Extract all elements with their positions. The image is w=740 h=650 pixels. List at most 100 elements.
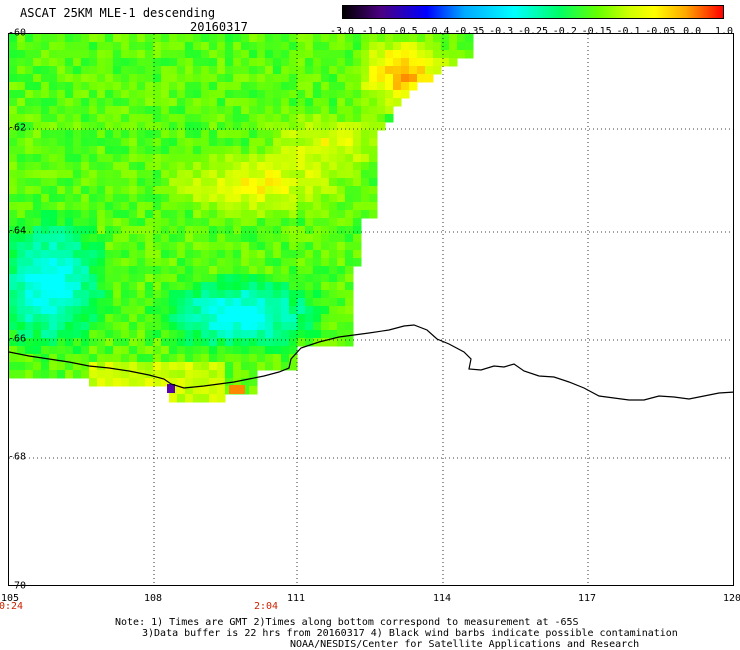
- wind-cell: [217, 58, 226, 67]
- wind-cell: [281, 250, 290, 259]
- wind-cell: [233, 186, 242, 195]
- wind-cell: [65, 330, 74, 339]
- wind-cell: [73, 226, 82, 235]
- wind-cell: [193, 58, 202, 67]
- wind-cell: [81, 146, 90, 155]
- wind-cell: [201, 146, 210, 155]
- wind-cell: [249, 378, 258, 387]
- wind-cell: [393, 98, 402, 107]
- wind-cell: [201, 242, 210, 251]
- wind-cell: [65, 306, 74, 315]
- wind-cell: [49, 34, 58, 43]
- wind-cell: [129, 314, 138, 323]
- wind-cell: [105, 42, 114, 51]
- wind-cell: [225, 306, 234, 315]
- wind-cell: [9, 146, 18, 155]
- wind-cell: [153, 42, 162, 51]
- wind-cell: [193, 298, 202, 307]
- wind-cell: [153, 154, 162, 163]
- wind-cell: [169, 226, 178, 235]
- wind-cell: [193, 394, 202, 403]
- wind-cell: [177, 202, 186, 211]
- wind-cell: [49, 74, 58, 83]
- wind-cell: [385, 74, 394, 83]
- wind-cell: [137, 242, 146, 251]
- wind-cell: [33, 258, 42, 267]
- wind-cell: [41, 122, 50, 131]
- wind-cell: [105, 330, 114, 339]
- wind-cell: [217, 218, 226, 227]
- wind-cell: [225, 266, 234, 275]
- wind-cell: [193, 90, 202, 99]
- wind-cell: [385, 58, 394, 67]
- wind-cell: [97, 106, 106, 115]
- wind-cell: [97, 66, 106, 75]
- wind-cell: [9, 66, 18, 75]
- wind-cell: [225, 330, 234, 339]
- wind-cell: [225, 314, 234, 323]
- wind-cell: [177, 314, 186, 323]
- wind-cell: [337, 122, 346, 131]
- wind-cell: [369, 162, 378, 171]
- wind-cell: [145, 242, 154, 251]
- wind-cell: [9, 234, 18, 243]
- wind-cell: [81, 218, 90, 227]
- wind-cell: [177, 378, 186, 387]
- wind-cell: [97, 122, 106, 131]
- wind-cell: [177, 322, 186, 331]
- wind-cell: [161, 234, 170, 243]
- wind-cell: [89, 154, 98, 163]
- wind-cell: [169, 90, 178, 99]
- wind-cell: [249, 306, 258, 315]
- wind-cell: [9, 186, 18, 195]
- wind-cell: [313, 210, 322, 219]
- wind-cell: [321, 186, 330, 195]
- wind-cell: [305, 250, 314, 259]
- wind-cell: [265, 322, 274, 331]
- wind-cell: [233, 338, 242, 347]
- wind-cell: [337, 178, 346, 187]
- wind-cell: [153, 82, 162, 91]
- wind-cell: [89, 34, 98, 43]
- wind-cell: [65, 66, 74, 75]
- wind-cell: [49, 226, 58, 235]
- wind-cell: [353, 138, 362, 147]
- wind-cell: [281, 362, 290, 371]
- wind-cell: [97, 250, 106, 259]
- wind-cell: [321, 130, 330, 139]
- wind-cell: [345, 298, 354, 307]
- wind-cell: [353, 146, 362, 155]
- wind-cell: [17, 202, 26, 211]
- wind-cell: [81, 258, 90, 267]
- wind-cell: [137, 58, 146, 67]
- wind-cell: [73, 66, 82, 75]
- wind-cell: [169, 338, 178, 347]
- wind-cell: [217, 170, 226, 179]
- wind-cell: [25, 66, 34, 75]
- wind-cell: [233, 218, 242, 227]
- colorbar-tick-label: -0.35: [454, 26, 485, 37]
- wind-cell: [41, 106, 50, 115]
- wind-cell: [201, 250, 210, 259]
- wind-cell: [129, 138, 138, 147]
- wind-cell: [121, 42, 130, 51]
- wind-cell: [113, 90, 122, 99]
- wind-cell: [145, 202, 154, 211]
- wind-cell: [113, 42, 122, 51]
- wind-cell: [249, 202, 258, 211]
- wind-cell: [169, 362, 178, 371]
- wind-cell: [217, 282, 226, 291]
- wind-cell: [161, 250, 170, 259]
- wind-cell: [169, 162, 178, 171]
- map-plot-area[interactable]: [8, 33, 734, 586]
- wind-cell: [33, 314, 42, 323]
- wind-cell: [273, 106, 282, 115]
- wind-cell: [121, 250, 130, 259]
- wind-cell: [185, 114, 194, 123]
- wind-cell: [65, 290, 74, 299]
- lon-label: 120: [722, 593, 740, 604]
- wind-cell: [161, 114, 170, 123]
- wind-cell: [257, 282, 266, 291]
- wind-cell: [257, 42, 266, 51]
- wind-cell: [225, 338, 234, 347]
